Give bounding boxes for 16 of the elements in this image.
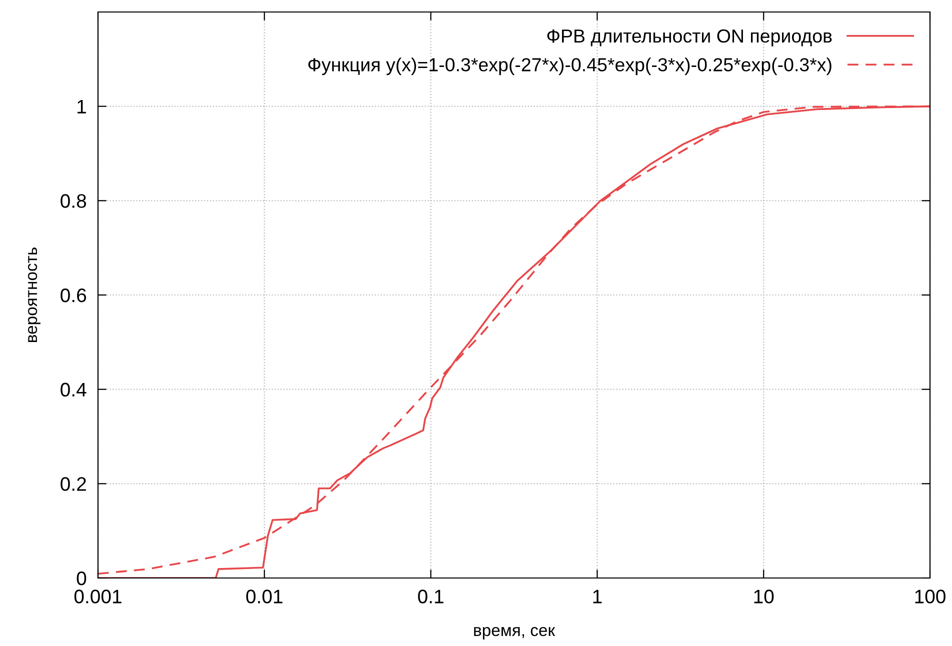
y-tick-label: 1 bbox=[78, 100, 86, 114]
y-tick-label: 0.2 bbox=[60, 477, 86, 491]
y-tick-label: 0.6 bbox=[60, 288, 86, 302]
legend-label: Функция y(x)=1-0.3*exp(-27*x)-0.45*exp(-3*x)-0.25*exp(-0.3*x) bbox=[308, 58, 832, 76]
x-tick-label: 100 bbox=[915, 590, 946, 604]
x-tick-label: 0.01 bbox=[246, 590, 282, 604]
y-tick-label: 0.8 bbox=[60, 194, 86, 208]
x-tick-label: 10 bbox=[754, 590, 774, 604]
x-tick-label: 1 bbox=[593, 590, 602, 604]
x-axis-title: время, сек bbox=[474, 627, 556, 640]
x-tick-label: 0.001 bbox=[74, 590, 122, 604]
x-tick-label: 0.1 bbox=[418, 590, 444, 604]
y-axis-title: вероятность bbox=[28, 248, 40, 342]
legend-label: ФРВ длительности ON периодов bbox=[547, 29, 832, 46]
y-tick-label: 0 bbox=[76, 571, 86, 586]
y-tick-label: 0.4 bbox=[60, 382, 86, 397]
